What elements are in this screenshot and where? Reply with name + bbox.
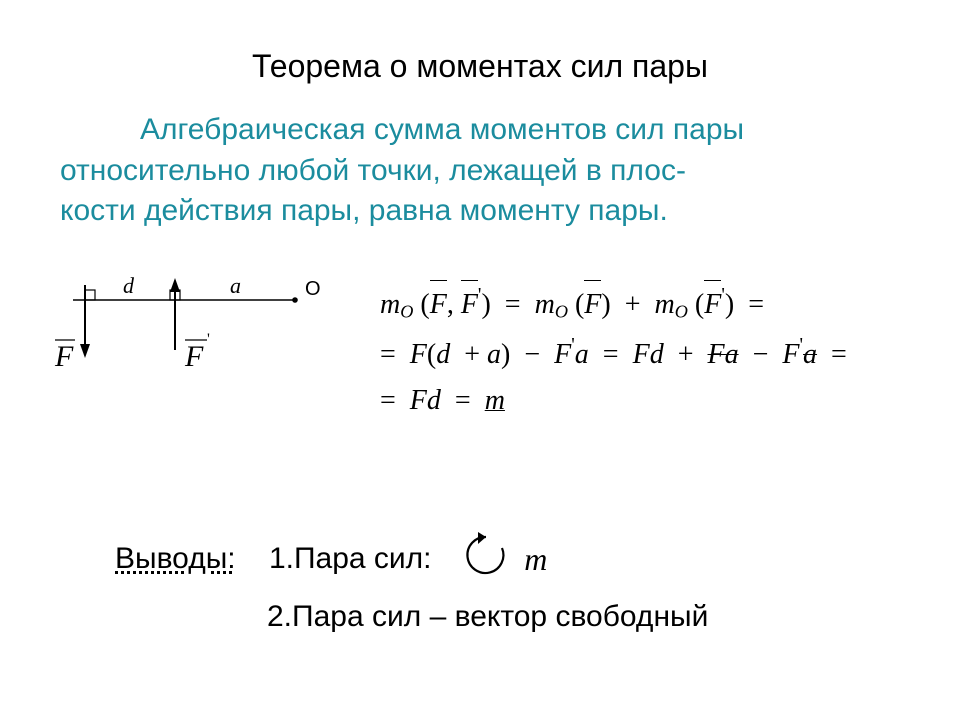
svg-text:a: a [230,273,241,298]
svg-text:d: d [123,273,135,298]
equation-line-3: = Fd = m [380,379,847,424]
conclusion-item-1: 1.Пара сил: [269,542,432,575]
conclusions-label: Выводы: [115,542,236,575]
theorem-line-3: кости действия пары, равна моменту пары. [60,194,668,227]
equations: mO (F, F') = mO (F) + mO (F') = = F(d + … [380,280,847,426]
theorem-line-1: Алгебраическая сумма моментов сил пары [140,113,744,146]
conclusions: Выводы: 1.Пара сил: m 2.Пара сил – векто… [115,530,708,645]
force-couple-diagram: O d a F F ' [55,280,325,400]
conclusion-row-1: Выводы: 1.Пара сил: m [115,530,708,589]
rotation-arrow-icon [464,532,510,578]
moment-symbol: m [524,541,547,577]
svg-text:F: F [54,340,74,373]
theorem-text: Алгебраическая сумма моментов сил пары о… [60,110,912,232]
theorem-line-2: относительно любой точки, лежащей в плос… [60,154,686,187]
svg-text:O: O [305,278,321,300]
conclusion-item-2: 2.Пара сил – вектор свободный [267,589,708,645]
equation-line-2: = F(d + a) − F'a = Fd + Fa − F'a = [380,330,847,378]
equation-line-1: mO (F, F') = mO (F) + mO (F') = [380,280,847,328]
page-title: Теорема о моментах сил пары [0,48,960,85]
svg-text:F: F [184,340,204,373]
svg-text:': ' [207,331,210,348]
